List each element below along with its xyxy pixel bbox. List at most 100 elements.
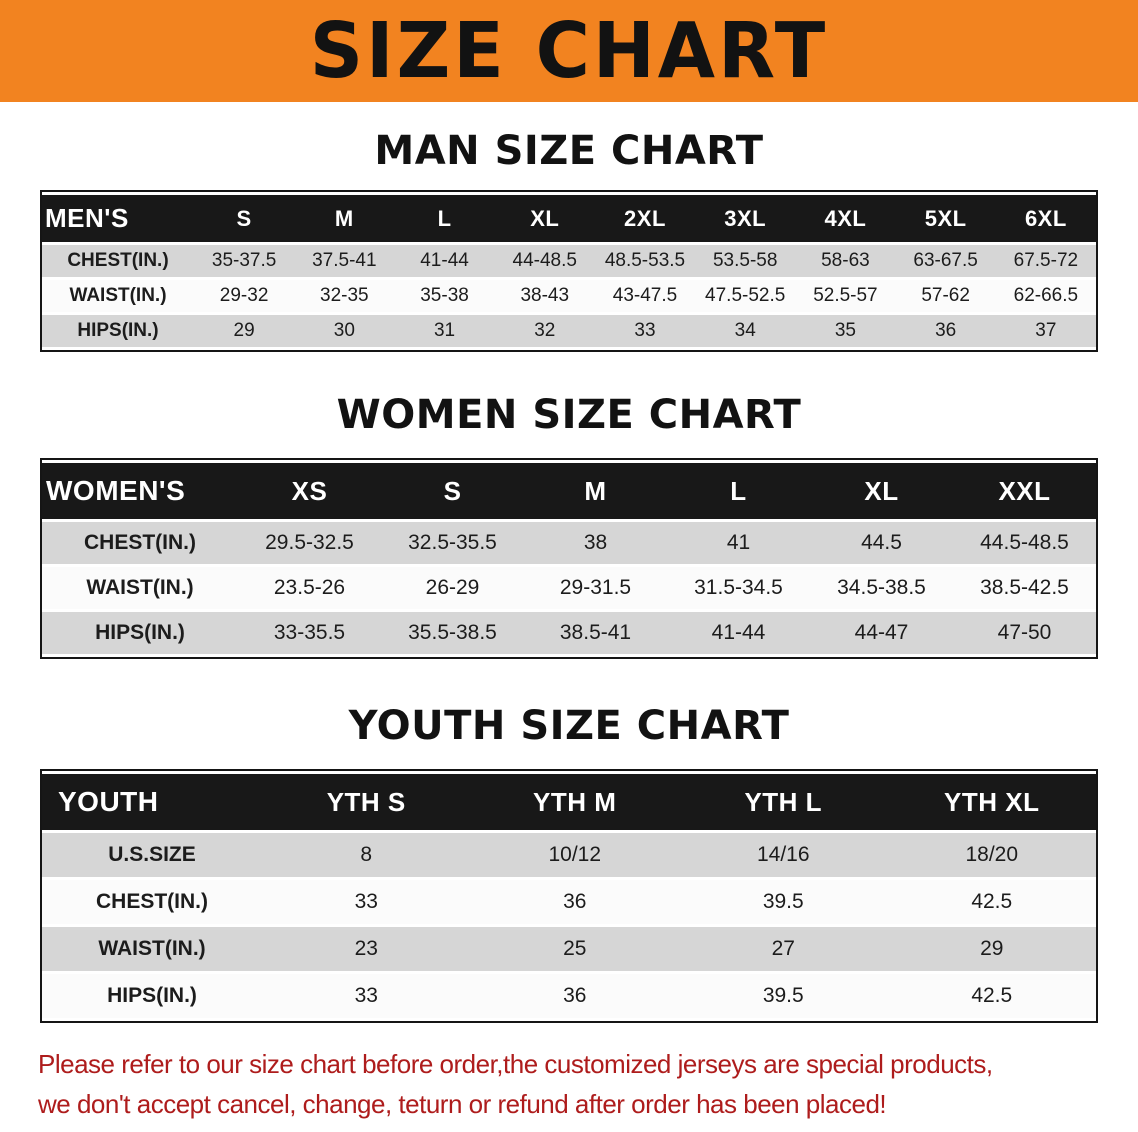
measurement-value: 33 xyxy=(354,890,378,913)
size-header-row: WOMEN'S XS S M L XL XXL xyxy=(42,463,1096,519)
measurement-value: 30 xyxy=(333,320,355,341)
men-size-table: MEN'S S M L XL 2XL 3XL 4XL 5XL 6XL CHEST(IN.) 35-37… xyxy=(42,192,1096,350)
measurement-value: 36 xyxy=(935,320,957,341)
men-size-section: MAN SIZE CHART MEN'S S M L XL 2XL 3XL 4XL 5XL 6XL… xyxy=(0,128,1138,352)
measurement-value: 44-47 xyxy=(854,621,909,644)
size-chart-banner: SIZE CHART xyxy=(0,0,1138,102)
youth-size-section: YOUTH SIZE CHART YOUTH YTH S YTH M YTH L YTH… xyxy=(0,703,1138,1023)
size-column-header: YTH S xyxy=(262,774,471,830)
measurement-row: WAIST(IN.) 23 25 27 29 xyxy=(42,927,1096,971)
measurement-value: 38.5-41 xyxy=(559,621,632,644)
size-column-header: XL xyxy=(810,463,953,519)
measurement-value: 38-43 xyxy=(520,285,570,306)
size-column-header: YTH XL xyxy=(887,774,1096,830)
measurement-value: 58-63 xyxy=(821,250,870,271)
measurement-value: 48.5-53.5 xyxy=(604,250,686,271)
measurement-row: CHEST(IN.) 29.5-32.5 32.5-35.5 38 41 44.5 44.5… xyxy=(42,522,1096,564)
measurement-value: 29 xyxy=(980,937,1004,960)
measurement-value: 29.5-32.5 xyxy=(265,531,354,554)
youth-size-table-frame: YOUTH YTH S YTH M YTH L YTH XL U.S.SIZE 8 10/12… xyxy=(40,769,1098,1023)
measurement-value: 25 xyxy=(563,937,587,960)
size-column-header: L xyxy=(667,463,810,519)
measurement-value: 26-29 xyxy=(425,576,480,599)
measurement-value: 37 xyxy=(1035,320,1057,341)
measurement-row: HIPS(IN.) 29 30 31 32 33 34 35 36 37 xyxy=(42,315,1096,347)
measurement-value: 36 xyxy=(563,984,587,1007)
measurement-value: 39.5 xyxy=(762,890,804,913)
banner-title: SIZE CHART xyxy=(309,6,829,96)
measurement-value: 27 xyxy=(771,937,795,960)
size-column-header: L xyxy=(394,195,495,242)
youth-section-heading: YOUTH SIZE CHART xyxy=(348,703,790,749)
measurement-value: 47.5-52.5 xyxy=(705,285,786,306)
size-column-header: 4XL xyxy=(795,195,896,242)
measurement-label: U.S.SIZE xyxy=(108,843,196,866)
measurement-row: CHEST(IN.) 35-37.5 37.5-41 41-44 44-48.5 48.5… xyxy=(42,245,1096,277)
women-size-table-frame: WOMEN'S XS S M L XL XXL CHEST(IN.) 29.5-32.5 32.5… xyxy=(40,458,1098,659)
measurement-value: 29-31.5 xyxy=(559,576,632,599)
measurement-row: CHEST(IN.) 33 36 39.5 42.5 xyxy=(42,880,1096,924)
measurement-value: 34 xyxy=(734,320,756,341)
measurement-value: 14/16 xyxy=(756,843,810,866)
measurement-value: 10/12 xyxy=(548,843,602,866)
youth-size-table: YOUTH YTH S YTH M YTH L YTH XL U.S.SIZE 8 10/12… xyxy=(42,771,1096,1021)
measurement-label: CHEST(IN.) xyxy=(96,890,208,913)
table-corner-label: WOMEN'S xyxy=(42,463,238,519)
measurement-value: 31 xyxy=(433,320,456,341)
measurement-value: 29 xyxy=(233,320,255,341)
women-section-heading: WOMEN SIZE CHART xyxy=(336,392,802,438)
men-section-heading: MAN SIZE CHART xyxy=(374,128,764,174)
size-column-header: 2XL xyxy=(594,195,696,242)
measurement-value: 44-48.5 xyxy=(512,250,577,271)
measurement-value: 33-35.5 xyxy=(273,621,346,644)
measurement-value: 44.5-48.5 xyxy=(980,531,1069,554)
measurement-row: HIPS(IN.) 33 36 39.5 42.5 xyxy=(42,974,1096,1018)
measurement-value: 47-50 xyxy=(997,621,1052,644)
size-column-header: XL xyxy=(494,195,595,242)
measurement-value: 33 xyxy=(354,984,378,1007)
measurement-value: 41 xyxy=(726,531,751,554)
measurement-value: 29-32 xyxy=(219,285,269,306)
women-size-table: WOMEN'S XS S M L XL XXL CHEST(IN.) 29.5-32.5 32.5… xyxy=(42,460,1096,657)
measurement-value: 36 xyxy=(563,890,587,913)
size-charts: MAN SIZE CHART MEN'S S M L XL 2XL 3XL 4XL 5XL 6XL… xyxy=(0,128,1138,1023)
note-line-2: we don't accept cancel, change, teturn o… xyxy=(38,1089,887,1119)
measurement-value: 44.5 xyxy=(861,531,902,554)
note-line-1: Please refer to our size chart before or… xyxy=(38,1049,993,1079)
measurement-value: 34.5-38.5 xyxy=(837,576,926,599)
table-corner-label: YOUTH xyxy=(42,774,262,830)
measurement-value: 32-35 xyxy=(320,285,369,306)
measurement-value: 35-37.5 xyxy=(211,250,277,271)
measurement-row: WAIST(IN.) 23.5-26 26-29 29-31.5 31.5-34.5 34… xyxy=(42,567,1096,609)
measurement-value: 53.5-58 xyxy=(712,250,778,271)
measurement-label: HIPS(IN.) xyxy=(77,320,159,341)
measurement-value: 35 xyxy=(834,320,856,341)
measurement-value: 32.5-35.5 xyxy=(408,531,497,554)
measurement-value: 23 xyxy=(354,937,378,960)
measurement-value: 38 xyxy=(583,531,608,554)
measurement-label: HIPS(IN.) xyxy=(95,621,185,644)
size-column-header: S xyxy=(194,195,295,242)
measurement-value: 35-38 xyxy=(420,285,469,306)
men-size-table-frame: MEN'S S M L XL 2XL 3XL 4XL 5XL 6XL CHEST(IN.) 35-37… xyxy=(40,190,1098,352)
measurement-value: 41-44 xyxy=(420,250,469,271)
size-header-row: YOUTH YTH S YTH M YTH L YTH XL xyxy=(42,774,1096,830)
size-column-header: XS xyxy=(238,463,381,519)
measurement-value: 32 xyxy=(534,320,556,341)
measurement-value: 43-47.5 xyxy=(612,285,678,306)
measurement-label: WAIST(IN.) xyxy=(86,576,194,599)
measurement-row: HIPS(IN.) 33-35.5 35.5-38.5 38.5-41 41-44 44-… xyxy=(42,612,1096,654)
measurement-value: 35.5-38.5 xyxy=(408,621,497,644)
measurement-row: U.S.SIZE 8 10/12 14/16 18/20 xyxy=(42,833,1096,877)
measurement-value: 39.5 xyxy=(762,984,804,1007)
measurement-value: 52.5-57 xyxy=(813,285,878,306)
size-column-header: 3XL xyxy=(695,195,796,242)
size-column-header: YTH M xyxy=(470,774,679,830)
measurement-value: 42.5 xyxy=(971,890,1013,913)
measurement-value: 8 xyxy=(360,843,373,866)
measurement-value: 38.5-42.5 xyxy=(980,576,1069,599)
measurement-value: 62-66.5 xyxy=(1013,285,1079,306)
size-column-header: 6XL xyxy=(995,195,1096,242)
table-corner-label: MEN'S xyxy=(42,195,194,242)
measurement-value: 42.5 xyxy=(971,984,1013,1007)
